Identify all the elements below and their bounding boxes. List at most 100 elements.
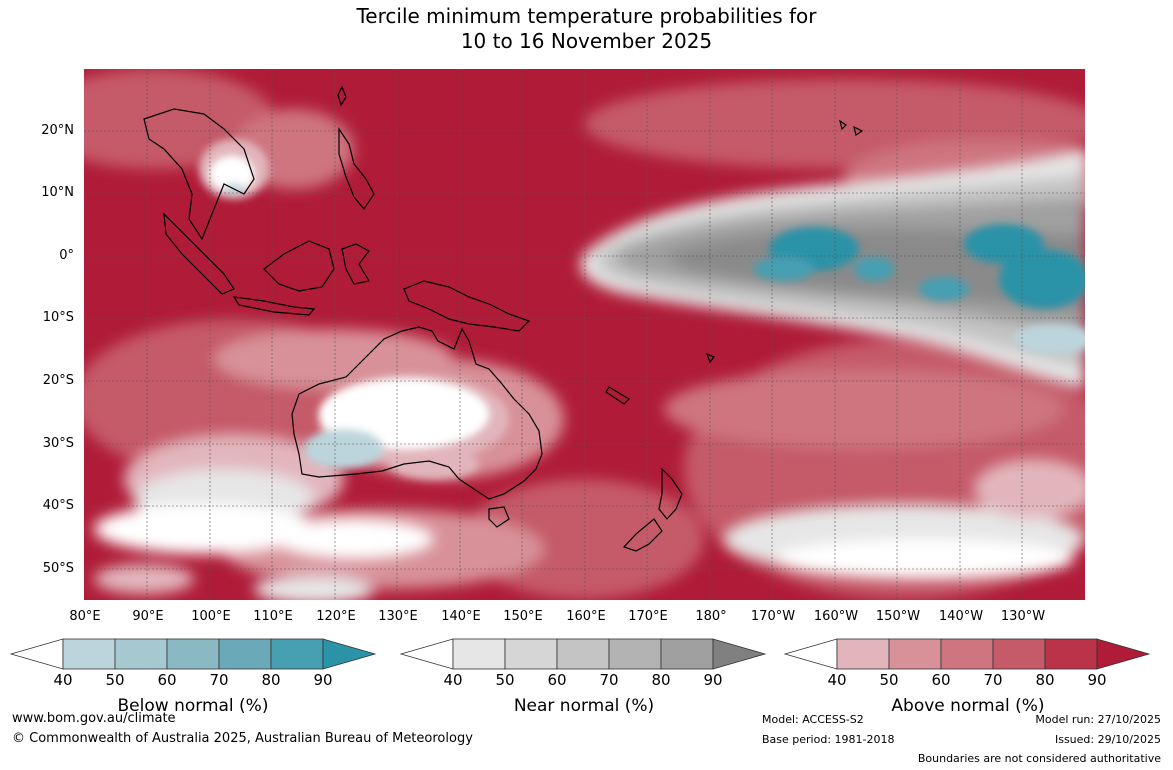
australia-interior-field <box>304 374 509 479</box>
colorbar-segment <box>114 638 168 670</box>
title-line-2: 10 to 16 November 2025 <box>460 29 713 53</box>
indochina-coast <box>143 108 255 241</box>
lon-label: 100°E <box>191 609 231 624</box>
colorbar-segment <box>504 638 558 670</box>
colorbar-segment <box>166 638 220 670</box>
lat-label: 20°S <box>42 373 74 388</box>
tick-label: 40 <box>443 671 463 689</box>
tick-label: 90 <box>1087 671 1107 689</box>
colorbar-segment <box>888 638 942 670</box>
tick-label: 40 <box>53 671 73 689</box>
borneo-coast <box>263 240 335 292</box>
lon-label: 140°W <box>938 609 984 624</box>
colorbar-segment <box>1044 638 1098 670</box>
tasmania-coast <box>488 506 510 528</box>
colorbar-right-extension <box>322 638 377 670</box>
lon-label: 170°W <box>750 609 796 624</box>
model-name: Model: ACCESS-S2 <box>762 713 864 726</box>
sulawesi-coast <box>341 243 370 285</box>
below-normal-cores <box>754 224 1085 354</box>
colorbar-segment <box>992 638 1046 670</box>
hawaii-coast <box>839 119 864 136</box>
nz-south-coast <box>622 518 663 552</box>
lon-label: 110°E <box>253 609 293 624</box>
lat-label: 30°S <box>42 436 74 451</box>
lat-label: 10°N <box>41 185 74 200</box>
colorbar-segment <box>270 638 324 670</box>
colorbar-near-normal <box>400 638 767 670</box>
lat-label: 50°S <box>42 561 74 576</box>
lon-label: 150°E <box>503 609 543 624</box>
tick-label: 40 <box>827 671 847 689</box>
colorbar-below-normal <box>10 638 377 670</box>
copyright: © Commonwealth of Australia 2025, Austra… <box>12 731 473 746</box>
colorbar-right-extension <box>1096 638 1151 670</box>
lon-label: 90°E <box>132 609 164 624</box>
colorbar-above-normal <box>784 638 1151 670</box>
lon-label: 150°W <box>875 609 921 624</box>
lat-label: 20°N <box>41 123 74 138</box>
tick-label: 50 <box>879 671 899 689</box>
base-period: Base period: 1981-2018 <box>762 733 895 746</box>
indochina-field <box>199 139 269 199</box>
colorbar-segment <box>452 638 506 670</box>
colorbar-title-below: Below normal (%) <box>117 696 269 716</box>
colorbar-segment <box>836 638 890 670</box>
tick-label: 60 <box>931 671 951 689</box>
model-run: Model run: 27/10/2025 <box>1035 713 1161 726</box>
coastlines <box>143 85 864 552</box>
lat-label: 0° <box>59 248 74 263</box>
lon-label: 80°E <box>69 609 101 624</box>
taiwan-coast <box>337 85 347 107</box>
colorbar-right-extension <box>712 638 767 670</box>
colorbar-title-above: Above normal (%) <box>891 696 1045 716</box>
new-caledonia-coast <box>605 386 630 405</box>
tick-label: 50 <box>105 671 125 689</box>
tick-label: 80 <box>261 671 281 689</box>
new-guinea-coast <box>403 280 531 332</box>
graticule <box>84 69 1085 600</box>
australia-coast <box>291 326 543 500</box>
disclaimer: Boundaries are not considered authoritat… <box>917 752 1161 765</box>
philippines-coast <box>338 127 375 211</box>
lon-label: 140°E <box>441 609 481 624</box>
java-coast <box>232 296 316 316</box>
colorbar-title-near: Near normal (%) <box>513 696 655 716</box>
lon-label: 160°E <box>566 609 606 624</box>
tick-label: 60 <box>547 671 567 689</box>
lon-label: 130°W <box>1000 609 1046 624</box>
tick-label: 60 <box>157 671 177 689</box>
lat-label: 40°S <box>42 498 74 513</box>
colorbar-segment <box>556 638 610 670</box>
tick-label: 90 <box>703 671 723 689</box>
colorbar-segment <box>608 638 662 670</box>
tick-label: 70 <box>599 671 619 689</box>
lon-label: 120°E <box>316 609 356 624</box>
fiji-coast <box>705 352 715 364</box>
colorbar-segment <box>62 638 116 670</box>
title-line-1: Tercile minimum temperature probabilitie… <box>356 4 817 28</box>
sumatra-coast <box>163 212 235 295</box>
colorbar-segment <box>660 638 714 670</box>
lon-label: 160°W <box>813 609 859 624</box>
nz-north-coast <box>658 467 683 520</box>
tick-label: 50 <box>495 671 515 689</box>
website-link[interactable]: www.bom.gov.au/climate <box>12 711 176 726</box>
lon-label: 180° <box>695 609 727 624</box>
colorbar-segment <box>940 638 994 670</box>
lat-label: 10°S <box>42 310 74 325</box>
lon-label: 170°E <box>628 609 668 624</box>
map-canvas <box>84 69 1085 600</box>
map-title: Tercile minimum temperature probabilitie… <box>0 4 1173 54</box>
tick-label: 70 <box>209 671 229 689</box>
colorbar-segment <box>218 638 272 670</box>
tick-label: 70 <box>983 671 1003 689</box>
colorbar-left-extension <box>784 638 838 670</box>
lon-label: 130°E <box>378 609 418 624</box>
issued-date: Issued: 29/10/2025 <box>1054 733 1161 746</box>
southern-near-normal-band <box>94 434 1085 600</box>
tick-label: 90 <box>313 671 333 689</box>
colorbar-left-extension <box>400 638 454 670</box>
tick-label: 80 <box>1035 671 1055 689</box>
colorbar-left-extension <box>10 638 64 670</box>
